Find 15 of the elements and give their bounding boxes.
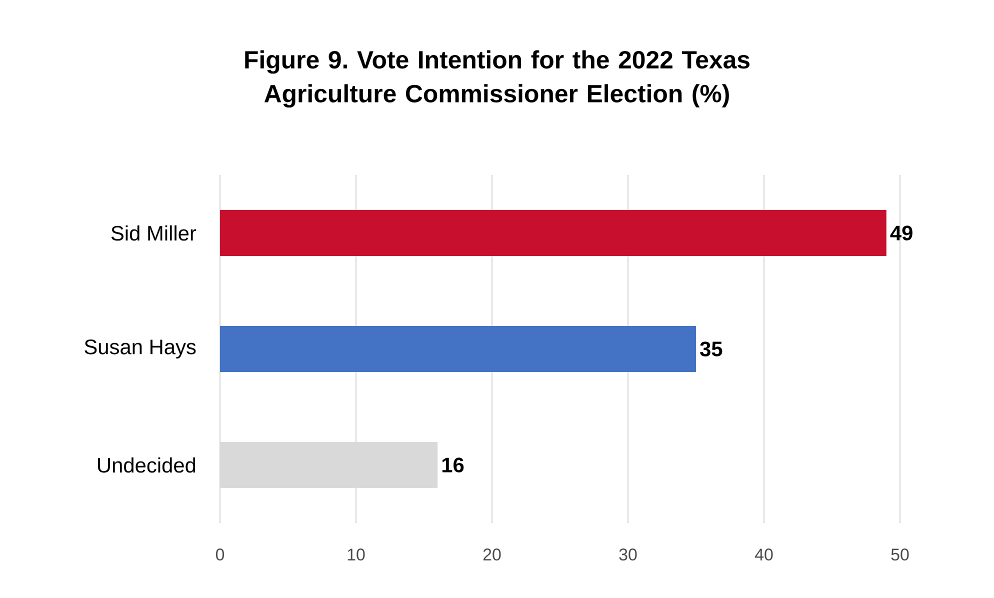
data-label: 35 bbox=[700, 342, 722, 356]
x-tick-label: 50 bbox=[891, 548, 909, 561]
bar bbox=[220, 326, 696, 372]
chart-title: Figure 9. Vote Intention for the 2022 Texas Agriculture Commissioner Election (%) bbox=[245, 50, 750, 108]
x-tick-label: 30 bbox=[619, 548, 637, 561]
y-tick-label: Susan Hays bbox=[84, 340, 196, 358]
data-label: 16 bbox=[442, 458, 464, 472]
x-tick-label: 20 bbox=[483, 548, 501, 561]
y-tick-label: Sid Miller bbox=[111, 225, 196, 241]
x-tick-label: 0 bbox=[216, 548, 224, 561]
bar bbox=[220, 210, 886, 256]
x-tick-label: 40 bbox=[754, 548, 773, 561]
data-label: 49 bbox=[890, 226, 912, 240]
y-tick-label: Undecided bbox=[98, 457, 196, 473]
x-tick-label: 10 bbox=[348, 548, 365, 561]
